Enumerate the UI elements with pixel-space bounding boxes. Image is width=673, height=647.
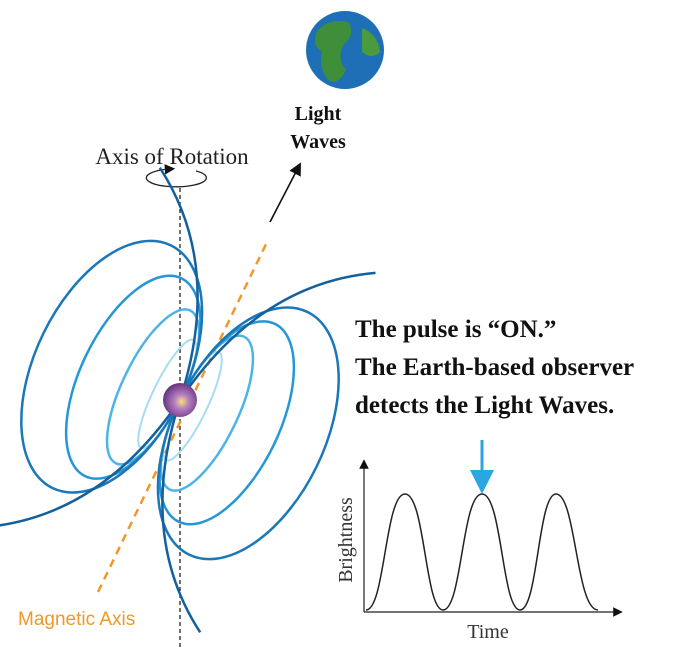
light-label: Light [295, 103, 342, 125]
rotation-label: Axis of Rotation [95, 144, 249, 169]
caption-line: The Earth-based observer [355, 354, 634, 381]
x-axis-label: Time [467, 621, 509, 643]
pulsar-diagram: Light Waves Axis of Rotation Magnetic Ax… [0, 0, 673, 647]
earth [306, 11, 384, 89]
caption-line: The pulse is “ON.” [355, 316, 556, 343]
rotation-arrow [146, 169, 206, 187]
caption-line: detects the Light Waves. [355, 392, 614, 419]
light-arrow [270, 168, 298, 222]
waves-label: Waves [290, 131, 346, 153]
y-axis-label: Brightness [335, 497, 357, 583]
brightness-graph [364, 440, 618, 612]
magnetic-label: Magnetic Axis [18, 609, 135, 630]
pulsar [163, 383, 197, 417]
